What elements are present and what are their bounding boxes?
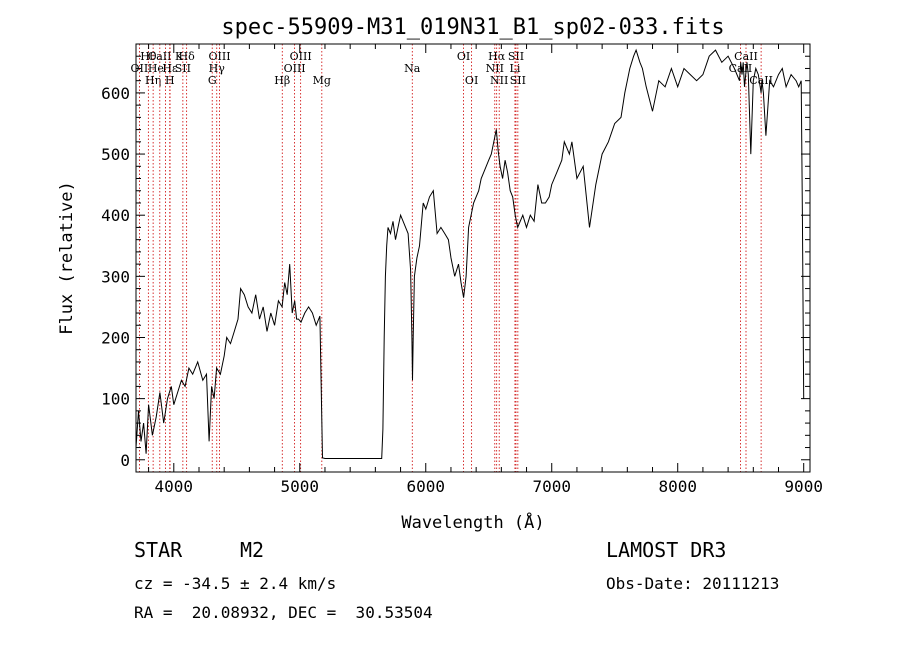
line-label-0: Hθ [140, 50, 157, 63]
line-label-20: Hα [488, 50, 506, 63]
line-label-3: CaII K [148, 50, 184, 63]
line-label-8: Hδ [179, 50, 196, 63]
x-tick-label-2: 6000 [406, 477, 445, 496]
line-label-9: OIII [208, 50, 230, 63]
x-tick-label-4: 8000 [658, 477, 697, 496]
y-tick-label-6: 600 [101, 84, 130, 103]
chart-title: spec-55909-M31_019N31_B1_sp02-033.fits [221, 15, 724, 40]
plot-frame [135, 43, 811, 473]
survey-label: LAMOST DR3 [606, 538, 727, 562]
y-tick-label-1: 100 [101, 390, 130, 409]
line-label-14: OIII [290, 50, 312, 63]
line-label-18: OI [465, 74, 478, 87]
object-subclass: M2 [240, 538, 265, 562]
object-class: STAR [134, 538, 183, 562]
x-tick-label-5: 9000 [784, 477, 823, 496]
line-label-6: H [165, 74, 175, 87]
line-label-21: NII [490, 74, 508, 87]
y-axis-label: Flux (relative) [57, 181, 77, 335]
y-tick-label-3: 300 [101, 267, 130, 286]
line-label-7: SII [175, 62, 191, 75]
sky-coordinates: RA = 20.08932, DEC = 30.53504 [134, 603, 433, 622]
line-label-26: CaII [734, 50, 758, 63]
line-label-11: G [208, 74, 217, 87]
line-label-17: OI [457, 50, 470, 63]
spectrum-line [135, 48, 805, 459]
line-label-27: CaII [749, 74, 773, 87]
line-label-12: Hβ [274, 74, 290, 87]
line-label-2: Hη [145, 74, 161, 87]
y-tick-label-4: 400 [101, 206, 130, 225]
line-label-24: SII [510, 74, 526, 87]
line-label-13: OIII [284, 62, 306, 75]
x-tick-label-0: 4000 [155, 477, 194, 496]
x-tick-label-1: 5000 [281, 477, 320, 496]
line-label-10: Hγ [209, 62, 226, 75]
line-label-15: Mg [313, 74, 331, 87]
line-label-5: He I [148, 62, 172, 75]
observation-date: Obs-Date: 20111213 [606, 574, 780, 593]
y-tick-label-2: 200 [101, 328, 130, 347]
line-label-22: Li [510, 62, 521, 75]
line-label-16: Na [404, 62, 421, 75]
y-tick-label-5: 500 [101, 145, 130, 164]
redshift-velocity: cz = -34.5 ± 2.4 km/s [134, 574, 337, 593]
x-tick-label-3: 7000 [532, 477, 571, 496]
line-label-23: SII [508, 50, 524, 63]
y-tick-label-0: 0 [120, 451, 130, 470]
x-axis-label: Wavelength (Å) [401, 511, 544, 533]
